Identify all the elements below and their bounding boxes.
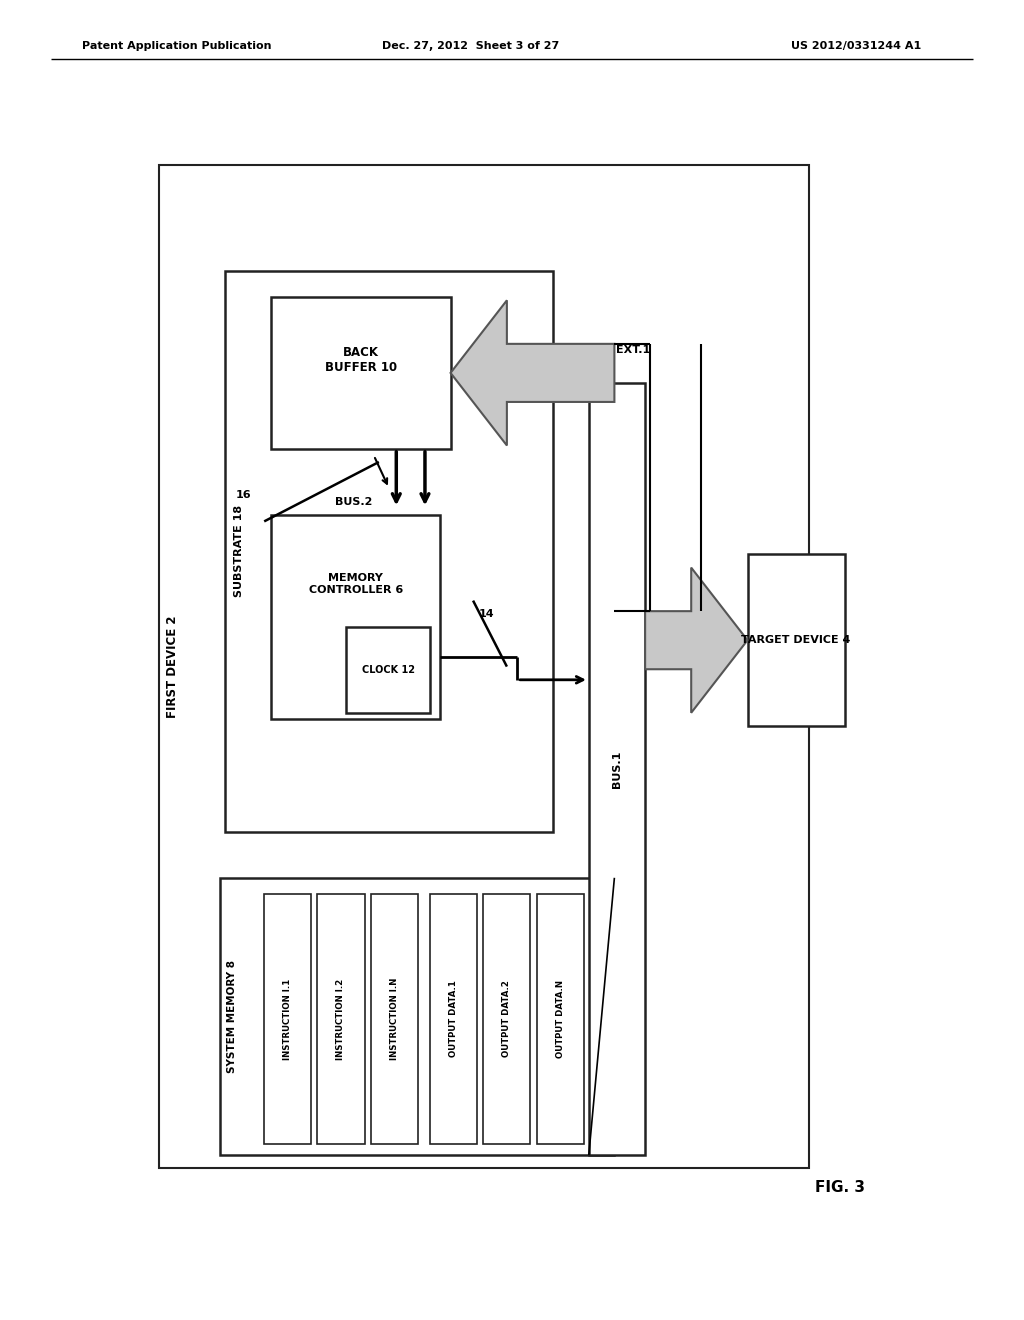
Text: 16: 16 — [236, 490, 252, 500]
Bar — [225, 271, 553, 832]
Text: Patent Application Publication: Patent Application Publication — [82, 41, 271, 51]
Bar — [537, 894, 584, 1144]
Text: CLOCK 12: CLOCK 12 — [361, 665, 415, 675]
Text: 14: 14 — [478, 609, 495, 619]
Bar — [748, 554, 845, 726]
Text: SUBSTRATE 18: SUBSTRATE 18 — [233, 506, 244, 597]
Text: INSTRUCTION I.N: INSTRUCTION I.N — [390, 978, 398, 1060]
Bar — [317, 894, 365, 1144]
Text: OUTPUT DATA.1: OUTPUT DATA.1 — [450, 981, 458, 1057]
Text: SYSTEM MEMORY 8: SYSTEM MEMORY 8 — [227, 960, 238, 1073]
Bar — [371, 894, 418, 1144]
Text: BUS.1: BUS.1 — [612, 750, 622, 788]
Text: OUTPUT DATA.2: OUTPUT DATA.2 — [503, 981, 511, 1057]
Bar — [264, 894, 311, 1144]
Bar — [430, 894, 477, 1144]
Text: TARGET DEVICE 4: TARGET DEVICE 4 — [741, 635, 851, 645]
Bar — [483, 894, 530, 1144]
Text: EXT.1: EXT.1 — [615, 345, 650, 355]
Bar — [589, 383, 645, 1155]
Text: US 2012/0331244 A1: US 2012/0331244 A1 — [792, 41, 922, 51]
Text: OUTPUT DATA.N: OUTPUT DATA.N — [556, 979, 564, 1059]
Text: INSTRUCTION I.2: INSTRUCTION I.2 — [337, 978, 345, 1060]
Bar — [346, 627, 430, 713]
Text: MEMORY
CONTROLLER 6: MEMORY CONTROLLER 6 — [308, 573, 403, 595]
Polygon shape — [451, 300, 614, 446]
Bar — [220, 878, 614, 1155]
Text: FIG. 3: FIG. 3 — [815, 1180, 864, 1196]
Bar — [159, 165, 809, 1168]
Polygon shape — [645, 568, 748, 713]
Bar — [271, 297, 451, 449]
Bar — [271, 515, 440, 719]
Text: BUS.2: BUS.2 — [335, 496, 372, 507]
Text: Dec. 27, 2012  Sheet 3 of 27: Dec. 27, 2012 Sheet 3 of 27 — [382, 41, 560, 51]
Text: BACK
BUFFER 10: BACK BUFFER 10 — [325, 346, 397, 374]
Text: INSTRUCTION I.1: INSTRUCTION I.1 — [284, 978, 292, 1060]
Text: FIRST DEVICE 2: FIRST DEVICE 2 — [166, 615, 178, 718]
